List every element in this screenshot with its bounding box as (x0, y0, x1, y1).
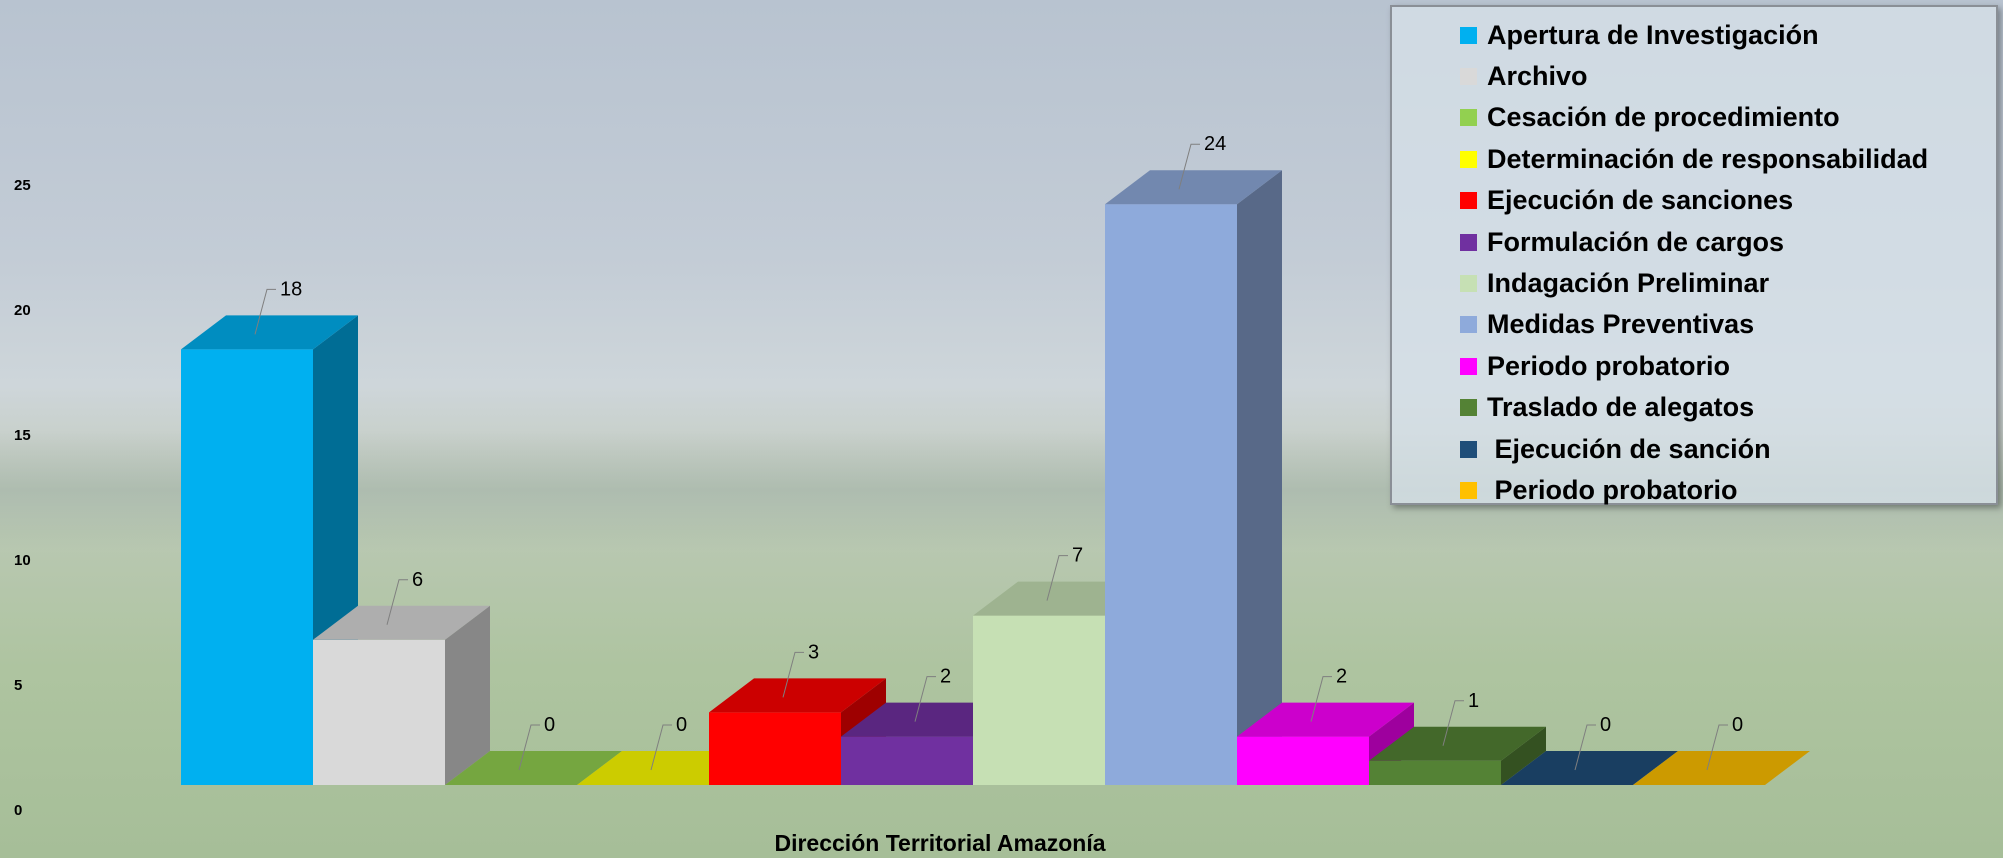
legend-item: Traslado de alegatos (1460, 388, 1754, 428)
bar-top (1105, 170, 1282, 205)
data-label-leader (782, 651, 804, 698)
data-label: 0 (1600, 714, 1611, 736)
bar-top (313, 605, 490, 640)
bar (1501, 751, 1678, 785)
bar-front (1369, 760, 1501, 785)
legend-label: Apertura de Investigación (1487, 19, 1819, 50)
bar-top (1633, 751, 1810, 785)
bar (1105, 170, 1282, 785)
legend-item: Indagación Preliminar (1460, 263, 1769, 303)
chart-legend: Apertura de Investigación Archivo Cesación… (1390, 5, 1998, 505)
bar-front (973, 615, 1105, 785)
legend-swatch (1460, 399, 1477, 417)
y-tick-label: 20 (14, 302, 31, 319)
legend-swatch (1460, 316, 1477, 334)
legend-item: Determinación de responsabilidad (1460, 139, 1928, 179)
legend-label: Ejecución de sanciones (1487, 185, 1794, 216)
legend-swatch (1460, 192, 1477, 210)
bar-side (1237, 170, 1282, 785)
data-label-leader (386, 579, 408, 625)
legend-item: Archivo (1460, 56, 1588, 96)
data-label: 18 (280, 278, 302, 300)
legend-swatch (1460, 440, 1477, 458)
bar-top (1501, 751, 1678, 785)
bar-front (841, 736, 973, 785)
data-label: 0 (676, 714, 687, 736)
legend-label: Cesación de procedimiento (1487, 102, 1840, 133)
data-label-leader (914, 676, 936, 722)
bar-top (181, 315, 358, 350)
bar-front (709, 712, 841, 785)
legend-label: Ejecución de sanción (1487, 433, 1771, 464)
data-label-leader (1046, 555, 1068, 601)
legend-swatch (1460, 26, 1477, 44)
legend-label: Formulación de cargos (1487, 226, 1785, 257)
data-label-leader (1706, 724, 1728, 771)
legend-item: Formulación de cargos (1460, 222, 1784, 262)
data-label-leader (518, 724, 540, 771)
bar-top (1369, 726, 1546, 761)
legend-item: Apertura de Investigación (1460, 15, 1819, 55)
bar (1369, 726, 1546, 785)
data-label-leader (1310, 676, 1332, 722)
data-label: 0 (1732, 714, 1743, 736)
legend-label: Determinación de responsabilidad (1487, 143, 1929, 174)
legend-item: Ejecución de sanciones (1460, 181, 1793, 221)
legend-item: Cesación de procedimiento (1460, 98, 1840, 138)
bar-front (1237, 736, 1369, 785)
bar-top (709, 678, 886, 713)
legend-item: Periodo probatorio (1460, 346, 1730, 386)
legend-swatch (1460, 233, 1477, 251)
data-label: 0 (544, 714, 555, 736)
bar-front (181, 349, 313, 785)
data-label: 1 (1468, 690, 1479, 712)
data-label-leader (254, 288, 276, 335)
data-label-leader (650, 724, 672, 771)
legend-label: Archivo (1487, 60, 1588, 91)
legend-swatch (1460, 357, 1477, 375)
legend-item: Ejecución de sanción (1460, 429, 1771, 469)
y-tick-label: 25 (14, 177, 31, 194)
data-label-leader (1442, 700, 1464, 746)
data-label-leader (1178, 143, 1200, 190)
y-axis: 0 5 10 15 20 25 (14, 177, 31, 819)
data-label: 2 (940, 666, 951, 688)
y-tick-label: 10 (14, 552, 31, 569)
x-axis-title: Dirección Territorial Amazonía (774, 830, 1106, 856)
bar-top (445, 751, 622, 785)
legend-label: Indagación Preliminar (1487, 267, 1770, 298)
y-tick-label: 0 (14, 802, 22, 819)
legend-label: Medidas Preventivas (1487, 309, 1755, 340)
legend-label: Traslado de alegatos (1487, 392, 1755, 423)
bar-top (1237, 702, 1414, 737)
y-tick-label: 15 (14, 427, 31, 444)
bar-side (1501, 726, 1546, 785)
legend-label: Periodo probatorio (1487, 350, 1730, 381)
bar (313, 605, 490, 785)
bar (445, 751, 622, 785)
legend-swatch (1460, 67, 1477, 85)
data-label-leader (1574, 724, 1596, 771)
legend-swatch (1460, 150, 1477, 168)
data-labels: 18 6 0 0 3 2 7 24 2 1 0 0 (254, 133, 1743, 771)
bar-side (445, 605, 490, 785)
legend-item: Periodo probatorio (1460, 470, 1738, 510)
legend-swatch (1460, 481, 1477, 499)
bar (1633, 751, 1810, 785)
data-label: 7 (1072, 545, 1083, 567)
y-tick-label: 5 (14, 677, 22, 694)
bar-front (1105, 204, 1237, 785)
data-label: 3 (808, 641, 819, 663)
data-label: 2 (1336, 666, 1347, 688)
legend-label: Periodo probatorio (1487, 474, 1738, 505)
bar-front (313, 639, 445, 785)
data-label: 6 (412, 569, 423, 591)
legend-item: Medidas Preventivas (1460, 305, 1754, 345)
legend-swatch (1460, 109, 1477, 127)
bars (181, 170, 1810, 785)
data-label: 24 (1204, 133, 1226, 155)
legend-swatch (1460, 274, 1477, 292)
